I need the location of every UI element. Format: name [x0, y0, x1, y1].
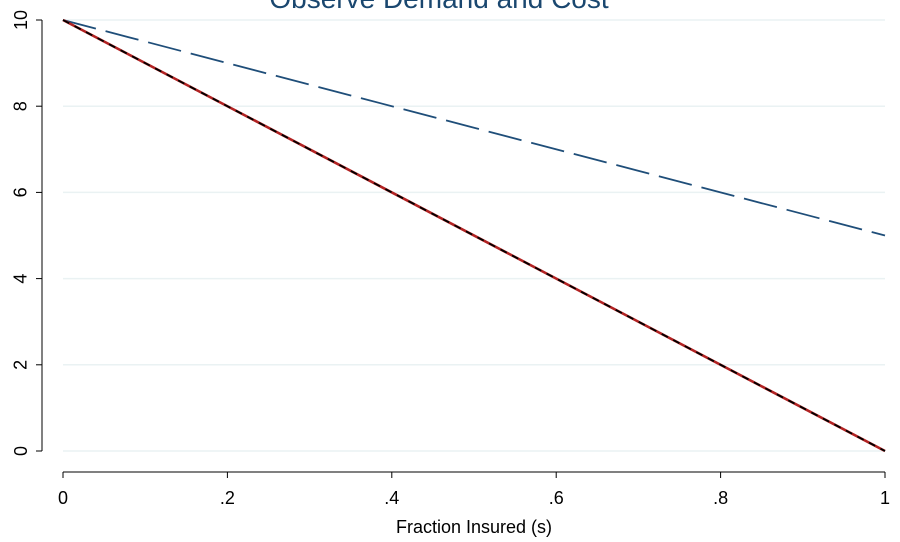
y-tick-label-4: 8: [11, 101, 31, 111]
x-tick-label-1: .2: [220, 488, 235, 508]
x-tick-label-4: .8: [713, 488, 728, 508]
x-tick-label-3: .6: [549, 488, 564, 508]
y-tick-label-0: 0: [11, 446, 31, 456]
x-tick-label-2: .4: [384, 488, 399, 508]
series-lines: [62, 18, 886, 453]
series-line-1: [62, 18, 886, 453]
y-tick-label-2: 4: [11, 274, 31, 284]
x-tick-label-0: 0: [58, 488, 68, 508]
x-axis-title: Fraction Insured (s): [396, 517, 552, 537]
y-tick-label-1: 2: [11, 360, 31, 370]
axes: 0 2 4 6 8 10 0 .2 .4 .6 .8 1: [11, 10, 890, 508]
x-tick-label-5: 1: [880, 488, 890, 508]
chart-title: Observe Demand and Cost: [269, 0, 609, 14]
series-line-0: [62, 19, 886, 237]
grid-lines: [63, 19, 885, 452]
y-tick-label-5: 10: [11, 10, 31, 30]
series-line-2: [62, 19, 886, 452]
y-tick-label-3: 6: [11, 187, 31, 197]
